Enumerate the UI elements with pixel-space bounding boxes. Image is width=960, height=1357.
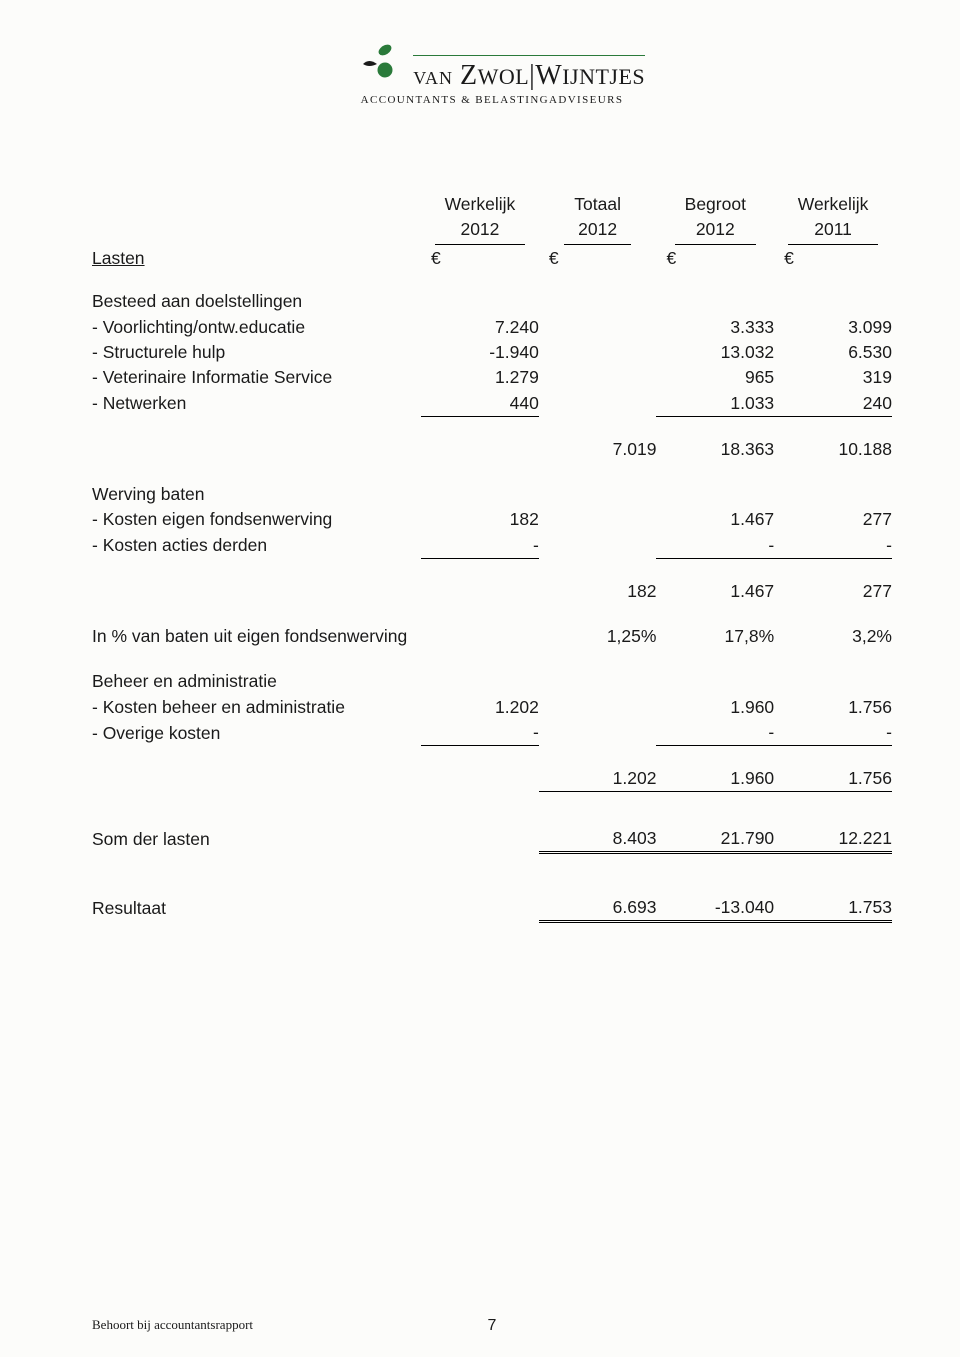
val-werving-c3: 1.467 <box>656 579 774 604</box>
euro-row: Lasten € € € € <box>92 245 892 281</box>
row-overige: - Overige kosten - - - <box>92 720 892 746</box>
logo-mark-icon <box>339 40 409 89</box>
table-header-row: Werkelijk 2012 Totaal 2012 Begroot 2012 … <box>92 192 892 245</box>
financial-table: Werkelijk 2012 Totaal 2012 Begroot 2012 … <box>92 192 892 923</box>
val-beheer-c3: 1.960 <box>656 766 774 792</box>
val-netwerken-c1: 440 <box>421 391 539 417</box>
logo-name: VAN ZWOL|WIJNTJES <box>413 55 645 92</box>
page-footer: Behoort bij accountantsrapport 7 <box>92 1317 892 1333</box>
val-eigenfonds-c1: 182 <box>421 507 539 532</box>
val-pct-c4: 3,2% <box>774 624 892 649</box>
logo-subtitle: ACCOUNTANTS & BELASTINGADVISEURS <box>92 94 892 106</box>
row-voorlichting: - Voorlichting/ontw.educatie 7.240 3.333… <box>92 315 892 340</box>
row-pct: In % van baten uit eigen fondsenwerving … <box>92 624 892 649</box>
logo: VAN ZWOL|WIJNTJES ACCOUNTANTS & BELASTIN… <box>92 40 892 106</box>
val-werving-c2: 182 <box>539 579 657 604</box>
row-werving-total: 182 1.467 277 <box>92 579 892 604</box>
val-resultaat-c4: 1.753 <box>774 895 892 922</box>
row-eigen-fonds: - Kosten eigen fondsenwerving 182 1.467 … <box>92 507 892 532</box>
val-resultaat-c2: 6.693 <box>539 895 657 922</box>
row-resultaat: Resultaat 6.693 -13.040 1.753 <box>92 895 892 922</box>
logo-van: VAN <box>413 68 453 88</box>
euro-c3: € <box>656 245 774 281</box>
val-pct-c2: 1,25% <box>539 624 657 649</box>
label-overige: - Overige kosten <box>92 720 421 746</box>
val-structurele-c1: -1.940 <box>421 340 539 365</box>
val-resultaat-c3: -13.040 <box>656 895 774 922</box>
val-som-c2: 8.403 <box>539 826 657 853</box>
euro-c4: € <box>774 245 892 281</box>
footer-left: Behoort bij accountantsrapport <box>92 1317 253 1332</box>
label-veterinaire: - Veterinaire Informatie Service <box>92 365 421 390</box>
val-acties-c4: - <box>774 533 892 559</box>
row-acties-derden: - Kosten acties derden - - - <box>92 533 892 559</box>
row-structurele: - Structurele hulp -1.940 13.032 6.530 <box>92 340 892 365</box>
val-eigenfonds-c3: 1.467 <box>656 507 774 532</box>
val-pct-c3: 17,8% <box>656 624 774 649</box>
val-voorlichting-c4: 3.099 <box>774 315 892 340</box>
val-overige-c3: - <box>656 720 774 746</box>
val-acties-c3: - <box>656 533 774 559</box>
col-header-begroot-2012: Begroot 2012 <box>675 192 756 245</box>
row-werving-header: Werving baten <box>92 482 892 507</box>
label-werving: Werving baten <box>92 482 421 507</box>
val-voorlichting-c3: 3.333 <box>656 315 774 340</box>
val-structurele-c4: 6.530 <box>774 340 892 365</box>
val-som-c4: 12.221 <box>774 826 892 853</box>
col-header-werkelijk-2011: Werkelijk 2011 <box>788 192 879 245</box>
row-som: Som der lasten 8.403 21.790 12.221 <box>92 826 892 853</box>
val-werving-c4: 277 <box>774 579 892 604</box>
row-veterinaire: - Veterinaire Informatie Service 1.279 9… <box>92 365 892 390</box>
label-beheer: Beheer en administratie <box>92 669 421 694</box>
val-besteed-c3: 18.363 <box>656 437 774 462</box>
row-beheer-total: 1.202 1.960 1.756 <box>92 766 892 792</box>
val-acties-c1: - <box>421 533 539 559</box>
row-besteed-header: Besteed aan doelstellingen <box>92 289 892 314</box>
euro-c1: € <box>421 245 539 281</box>
val-kbeheer-c4: 1.756 <box>774 695 892 720</box>
val-eigenfonds-c4: 277 <box>774 507 892 532</box>
label-acties-derden: - Kosten acties derden <box>92 533 421 559</box>
label-eigen-fonds: - Kosten eigen fondsenwerving <box>92 507 421 532</box>
label-pct: In % van baten uit eigen fondsenwerving <box>92 624 421 649</box>
logo-zwol: ZWOL <box>460 60 529 91</box>
val-netwerken-c4: 240 <box>774 391 892 417</box>
val-netwerken-c3: 1.033 <box>656 391 774 417</box>
val-veterinaire-c3: 965 <box>656 365 774 390</box>
row-besteed-total: 7.019 18.363 10.188 <box>92 437 892 462</box>
row-beheer-header: Beheer en administratie <box>92 669 892 694</box>
val-overige-c1: - <box>421 720 539 746</box>
label-voorlichting: - Voorlichting/ontw.educatie <box>92 315 421 340</box>
col-header-totaal-2012: Totaal 2012 <box>564 192 631 245</box>
val-veterinaire-c4: 319 <box>774 365 892 390</box>
val-kbeheer-c3: 1.960 <box>656 695 774 720</box>
val-som-c3: 21.790 <box>656 826 774 853</box>
label-resultaat: Resultaat <box>92 895 421 922</box>
logo-wijntjes: WIJNTJES <box>535 60 645 91</box>
val-voorlichting-c1: 7.240 <box>421 315 539 340</box>
val-veterinaire-c1: 1.279 <box>421 365 539 390</box>
col-header-werkelijk-2012: Werkelijk 2012 <box>435 192 526 245</box>
label-kosten-beheer: - Kosten beheer en administratie <box>92 695 421 720</box>
label-som: Som der lasten <box>92 826 421 853</box>
val-overige-c4: - <box>774 720 892 746</box>
val-structurele-c3: 13.032 <box>656 340 774 365</box>
val-beheer-c4: 1.756 <box>774 766 892 792</box>
label-netwerken: - Netwerken <box>92 391 421 417</box>
val-beheer-c2: 1.202 <box>539 766 657 792</box>
page-number: 7 <box>488 1317 497 1335</box>
label-structurele: - Structurele hulp <box>92 340 421 365</box>
row-netwerken: - Netwerken 440 1.033 240 <box>92 391 892 417</box>
label-lasten: Lasten <box>92 248 145 268</box>
row-kosten-beheer: - Kosten beheer en administratie 1.202 1… <box>92 695 892 720</box>
val-besteed-c4: 10.188 <box>774 437 892 462</box>
val-kbeheer-c1: 1.202 <box>421 695 539 720</box>
val-besteed-c2: 7.019 <box>539 437 657 462</box>
label-besteed: Besteed aan doelstellingen <box>92 289 421 314</box>
page: VAN ZWOL|WIJNTJES ACCOUNTANTS & BELASTIN… <box>0 0 960 1357</box>
euro-c2: € <box>539 245 657 281</box>
